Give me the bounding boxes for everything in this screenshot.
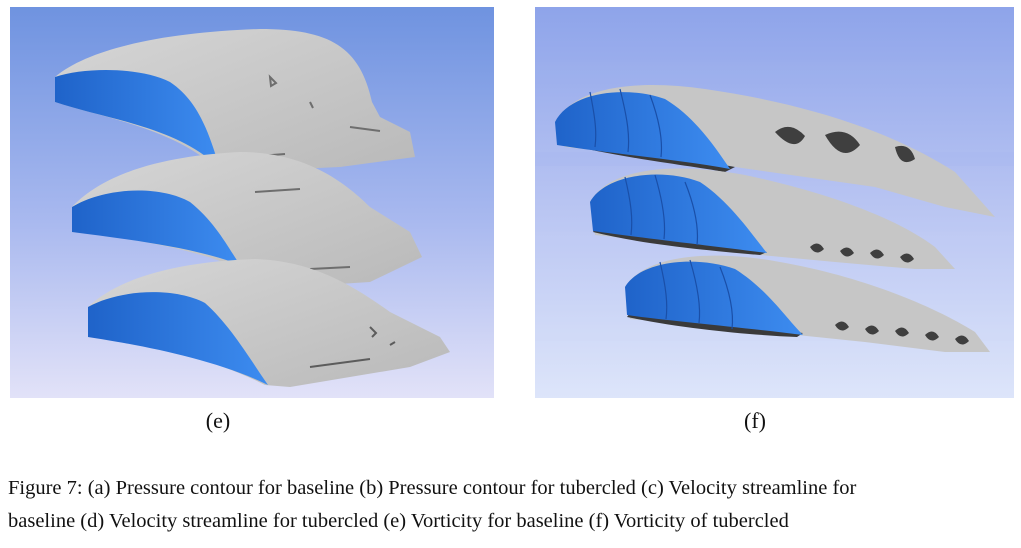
figure-caption-line-1: Figure 7: (a) Pressure contour for basel… [8, 477, 857, 499]
wing-isosurface-middle [590, 168, 955, 269]
panel-label-e: (e) [205, 408, 231, 433]
figure-caption-line-2: baseline (d) Velocity streamline for tub… [8, 510, 789, 532]
wing-isosurface-top [55, 29, 415, 172]
panel-e-render [10, 7, 494, 398]
figure-panel-e [10, 7, 494, 398]
figure-panel-f [535, 7, 1014, 398]
wing-isosurface-bottom [88, 259, 450, 387]
panel-f-render [535, 7, 1014, 398]
wing-isosurface-top [555, 85, 995, 217]
wing-isosurface-bottom [625, 255, 990, 352]
panel-label-f: (f) [744, 408, 766, 433]
